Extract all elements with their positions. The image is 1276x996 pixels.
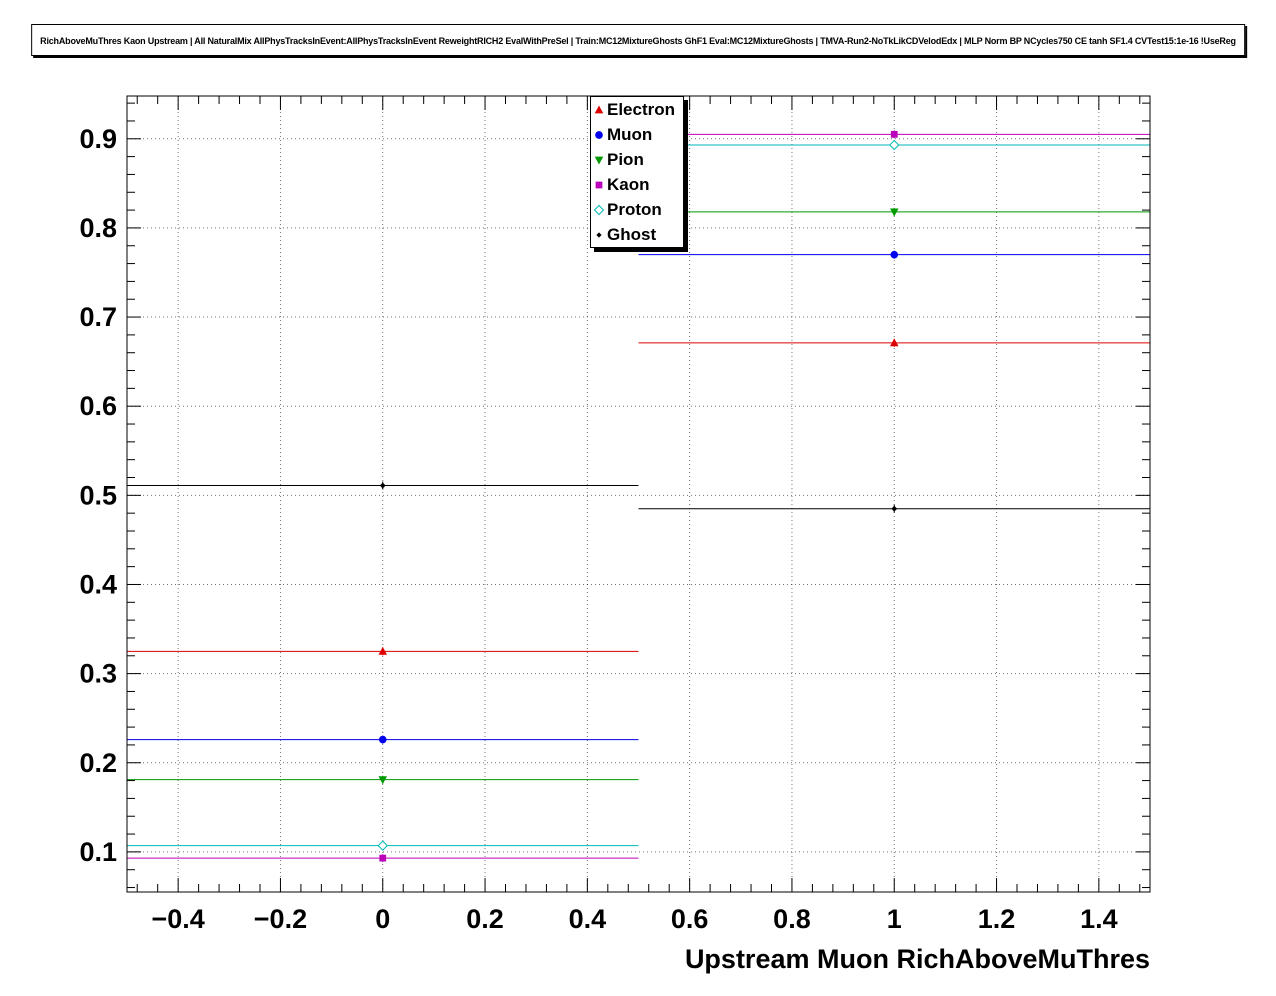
legend-label-electron: Electron — [607, 100, 676, 119]
x-axis-title: Upstream Muon RichAboveMuThres — [684, 944, 1150, 974]
legend-label-ghost: Ghost — [607, 225, 657, 244]
y-tick-label: 0.4 — [79, 569, 117, 599]
x-tick-label: −0.4 — [151, 904, 204, 934]
legend-box: Electron Muon Pion Kaon Proton Ghost — [590, 96, 684, 248]
electron-marker-icon — [594, 105, 604, 113]
x-tick-label: 0.4 — [569, 904, 607, 934]
series-electron — [127, 338, 1150, 656]
grid — [127, 96, 1150, 892]
y-tick-label: 0.2 — [79, 748, 117, 778]
legend-entry-ghost: Ghost — [591, 222, 683, 247]
legend-label-pion: Pion — [607, 150, 644, 169]
series-pion — [127, 207, 1150, 785]
legend-label-muon: Muon — [607, 125, 653, 144]
legend-label-proton: Proton — [607, 200, 662, 219]
plot-title: RichAboveMuThres Kaon Upstream | All Nat… — [40, 36, 1236, 46]
x-tick-label: 0 — [375, 904, 390, 934]
kaon-marker-icon — [595, 181, 603, 188]
y-tick-label: 0.5 — [79, 480, 117, 510]
x-tick-label: 1 — [887, 904, 902, 934]
y-tick-label: 0.6 — [79, 391, 117, 421]
ghost-marker-icon — [596, 231, 602, 238]
pion-marker-icon — [594, 156, 604, 164]
legend-entry-proton: Proton — [591, 197, 683, 222]
plot-title-pave: RichAboveMuThres Kaon Upstream | All Nat… — [31, 24, 1245, 56]
series-kaon — [127, 130, 1150, 863]
legend-label-kaon: Kaon — [607, 175, 650, 194]
proton-marker-icon — [593, 204, 605, 215]
x-tick-label: 0.8 — [773, 904, 811, 934]
muon-marker-icon — [595, 130, 603, 139]
legend-entry-kaon: Kaon — [591, 172, 683, 197]
x-tick-label: 0.2 — [466, 904, 504, 934]
legend-entry-electron: Electron — [591, 97, 683, 122]
y-tick-label: 0.9 — [79, 124, 117, 154]
y-tick-label: 0.7 — [79, 302, 117, 332]
x-tick-label: 1.4 — [1080, 904, 1118, 934]
series-ghost — [127, 481, 1150, 513]
series-proton — [127, 139, 1150, 851]
y-tick-label: 0.1 — [79, 837, 117, 867]
x-tick-label: 1.2 — [978, 904, 1016, 934]
series-muon — [127, 250, 1150, 744]
x-tick-label: −0.2 — [254, 904, 307, 934]
legend-entry-pion: Pion — [591, 147, 683, 172]
y-tick-label: 0.3 — [79, 659, 117, 689]
legend-entry-muon: Muon — [591, 122, 683, 147]
x-tick-label: 0.6 — [671, 904, 709, 934]
axes: 0.1 0.2 0.3 0.4 0.5 0.6 0.7 0.8 0.9 −0.4 −0.2 0 0.2 0… — [79, 96, 1150, 934]
y-tick-label: 0.8 — [79, 213, 117, 243]
